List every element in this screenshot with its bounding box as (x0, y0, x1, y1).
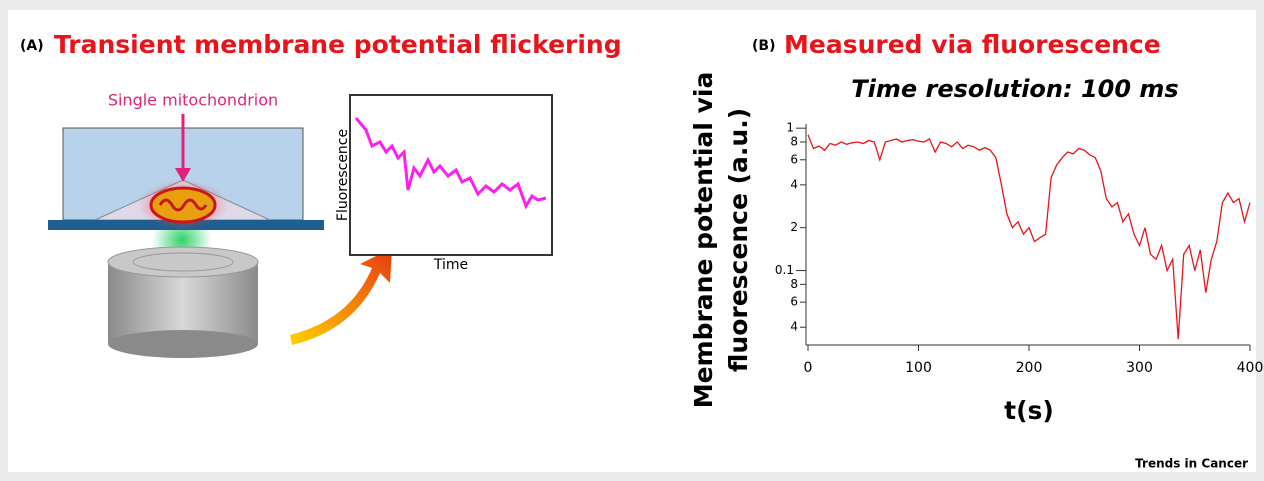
y-tick-label: 4 (790, 320, 798, 334)
y-tick-label: 8 (790, 277, 798, 291)
x-tick-label: 300 (1126, 360, 1153, 376)
panel-label: (A) (20, 38, 44, 54)
chart-subtitle: Time resolution: 100 ms (851, 75, 1178, 103)
y-tick-label: 8 (790, 134, 798, 148)
inset-y-label: Fluorescence (335, 129, 351, 221)
x-tick-label: 100 (905, 360, 932, 376)
figure: (A) Transient membrane potential flicker… (0, 0, 1264, 481)
y-axis-label: fluorescence (a.u.) (724, 108, 753, 372)
annotation: Single mitochondrion (108, 91, 278, 110)
panel-title: Transient membrane potential flickering (54, 30, 622, 59)
y-tick-label: 2 (790, 220, 798, 234)
inset-x-label: Time (433, 257, 468, 273)
x-axis-label: t(s) (1004, 396, 1054, 425)
y-tick-label: 1 (786, 121, 794, 135)
y-tick-label: 6 (790, 152, 798, 166)
x-tick-label: 0 (804, 360, 813, 376)
x-tick-label: 200 (1016, 360, 1043, 376)
x-tick-label: 400 (1237, 360, 1264, 376)
panel-label: (B) (752, 38, 775, 54)
y-tick-label: 4 (790, 177, 798, 191)
y-tick-label: 0.1 (775, 263, 794, 277)
chart-title: Measured via fluorescence (784, 30, 1161, 59)
footer: Trends in Cancer (1135, 457, 1248, 471)
y-axis-label: Membrane potential via (689, 72, 718, 409)
y-tick-label: 6 (790, 295, 798, 309)
